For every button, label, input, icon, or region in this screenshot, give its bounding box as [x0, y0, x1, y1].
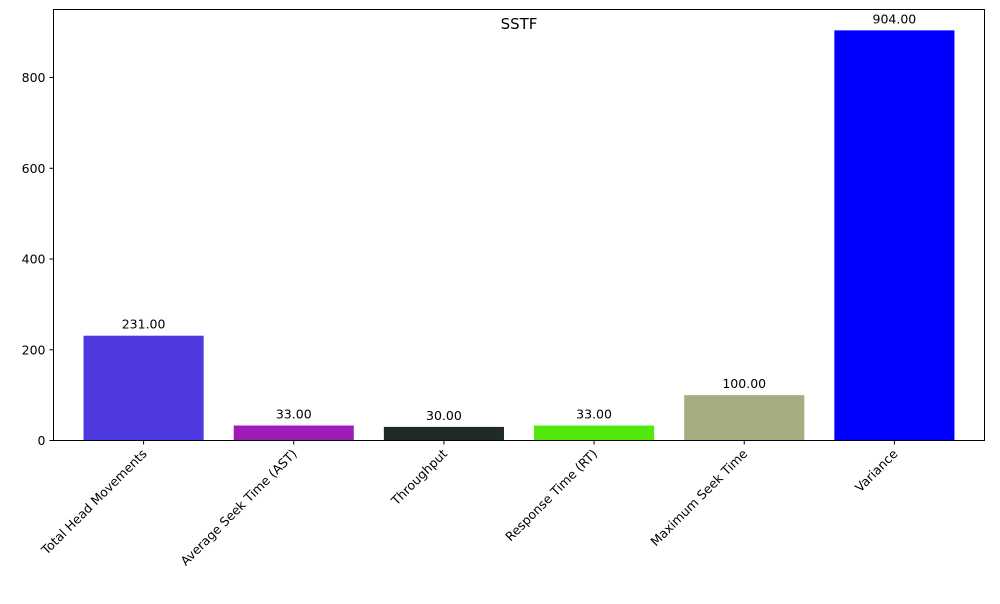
y-axis: 0 200 400 600 800	[22, 70, 54, 448]
value-label-4: 100.00	[722, 376, 766, 391]
x-tick-label-5: Variance	[852, 446, 901, 495]
plot-frame	[53, 9, 985, 441]
bar-4	[684, 395, 805, 441]
bar-0	[83, 335, 204, 441]
bars-layer	[83, 30, 955, 441]
x-tick-label-2: Throughput	[387, 446, 450, 509]
x-axis: Total Head Movements Average Seek Time (A…	[38, 440, 901, 569]
value-label-2: 30.00	[426, 408, 462, 423]
value-label-3: 33.00	[576, 407, 612, 422]
bar-2	[383, 426, 504, 441]
value-label-5: 904.00	[873, 11, 917, 26]
value-label-0: 231.00	[122, 317, 166, 332]
x-tick-label-1: Average Seek Time (AST)	[177, 446, 300, 569]
value-label-1: 33.00	[276, 407, 312, 422]
bar-3	[534, 425, 655, 441]
y-tick-label-0: 0	[38, 433, 46, 448]
y-tick-label-3: 600	[22, 161, 46, 176]
x-tick-label-3: Response Time (RT)	[502, 446, 600, 544]
bar-1	[233, 425, 354, 441]
x-tick-label-0: Total Head Movements	[38, 446, 150, 558]
y-tick-label-4: 800	[22, 70, 46, 85]
y-tick-label-1: 200	[22, 342, 46, 357]
y-tick-label-2: 400	[22, 252, 46, 267]
x-tick-label-4: Maximum Seek Time	[647, 446, 750, 549]
bar-5	[834, 30, 955, 441]
chart-title: SSTF	[501, 15, 538, 33]
value-labels-layer: 231.00 33.00 30.00 33.00 100.00 904.00	[122, 11, 917, 423]
